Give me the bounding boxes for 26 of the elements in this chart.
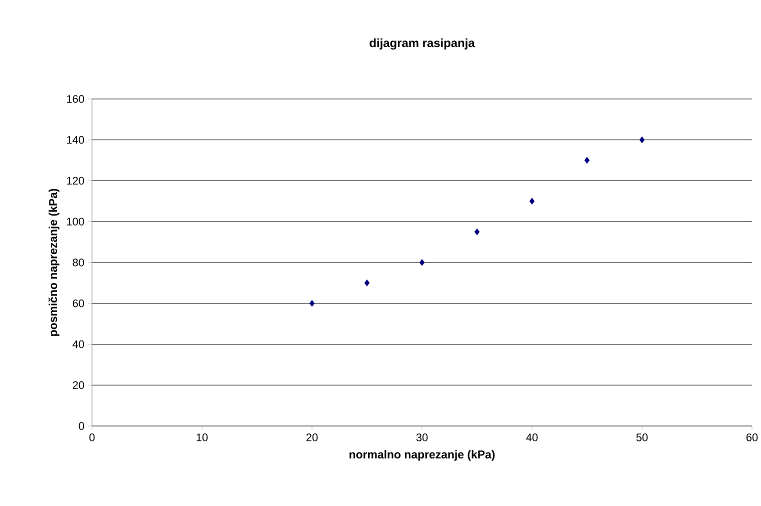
point bbox=[529, 198, 535, 205]
y-axis-title: posmično naprezanje (kPa) bbox=[48, 188, 60, 336]
x-tick-label: 60 bbox=[746, 434, 758, 442]
x-tick-label: 20 bbox=[306, 434, 318, 442]
point bbox=[584, 156, 590, 164]
point bbox=[309, 300, 315, 307]
point bbox=[474, 228, 480, 236]
x-tick-label: 40 bbox=[526, 434, 538, 442]
chart-title: dijagram rasipanja bbox=[370, 38, 475, 50]
y-tick-label: 80 bbox=[72, 258, 84, 266]
y-tick-label: 160 bbox=[67, 95, 84, 103]
y-tick-label: 120 bbox=[67, 176, 84, 185]
x-tick-label: 50 bbox=[636, 434, 648, 442]
point bbox=[419, 259, 425, 266]
y-tick-label: 40 bbox=[72, 340, 84, 348]
x-tick-label: 30 bbox=[416, 434, 428, 442]
point bbox=[639, 136, 645, 144]
y-tick-label: 20 bbox=[72, 381, 84, 389]
y-tick-label: 100 bbox=[67, 218, 84, 226]
x-tick-label: 0 bbox=[89, 434, 95, 442]
y-tick-label: 140 bbox=[67, 136, 84, 144]
y-tick-label: 0 bbox=[78, 422, 84, 430]
x-tick-label: 10 bbox=[196, 434, 208, 442]
y-tick-label: 60 bbox=[72, 299, 84, 308]
point bbox=[364, 280, 370, 286]
x-axis-title: normalno naprezanje (kPa) bbox=[350, 450, 495, 461]
